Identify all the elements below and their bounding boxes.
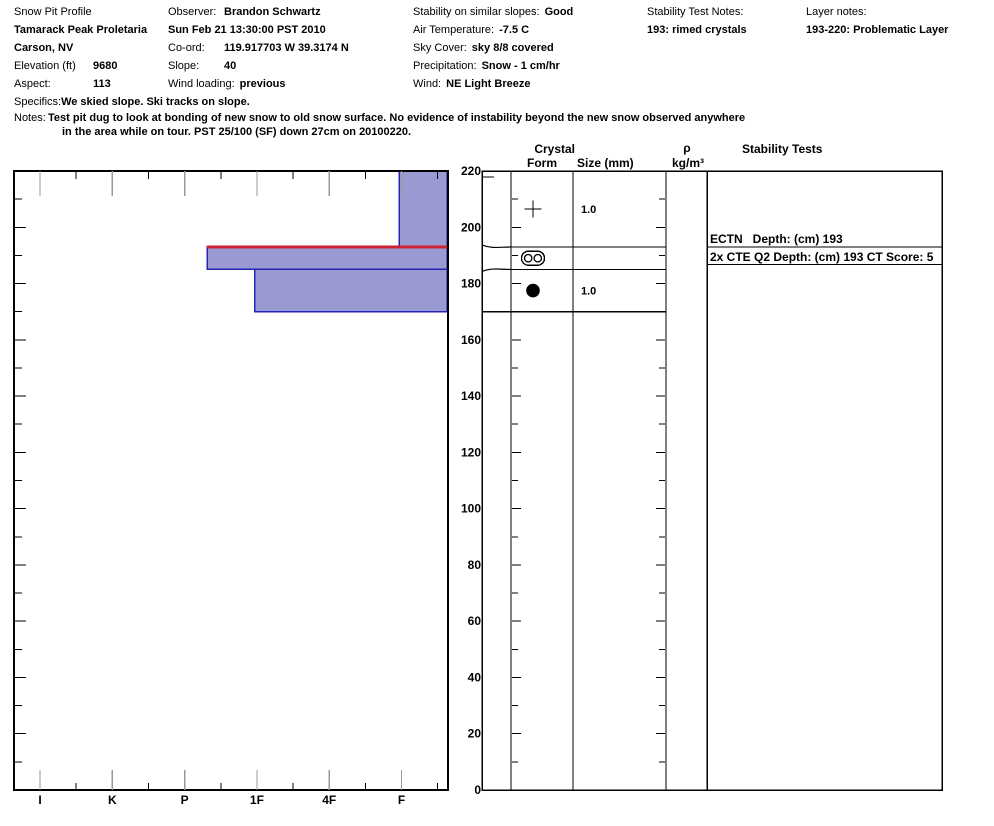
- aspect-row: Aspect: 113: [14, 78, 111, 91]
- rimed-cluster-icon: [523, 253, 533, 263]
- stability-column-box: [706, 170, 943, 791]
- wind-label: Wind:: [413, 78, 442, 90]
- rimed-cluster-icon: [533, 253, 543, 263]
- slope-value: 40: [224, 60, 237, 72]
- specifics-value: We skied slope. Ski tracks on slope.: [61, 96, 250, 108]
- density-symbol-header: ρ: [683, 141, 690, 155]
- notes-line1: Test pit dug to look at bonding of new s…: [48, 112, 746, 124]
- specifics-row: Specifics:We skied slope. Ski tracks on …: [14, 96, 250, 109]
- depth-label: 200: [461, 220, 481, 234]
- air-temp-row: Air Temperature: -7.5 C: [413, 24, 529, 37]
- depth-label: 140: [461, 389, 481, 403]
- wind-loading-label: Wind loading:: [168, 78, 235, 90]
- observer-value: Brandon Schwartz: [224, 6, 321, 18]
- hardness-bar: [398, 170, 448, 248]
- observer-label: Observer:: [168, 6, 217, 18]
- hardness-chart-frame: I K P 1F 4F F: [13, 170, 449, 807]
- depth-label: 220: [461, 164, 481, 178]
- elevation-value: 9680: [93, 60, 118, 72]
- depth-label: 120: [461, 445, 481, 459]
- specifics-label: Specifics:: [14, 96, 62, 108]
- coord-row: Co-ord: 119.917703 W 39.3174 N: [168, 42, 349, 55]
- layer-boundary-curve: [481, 268, 512, 273]
- slope-row: Slope: 40: [168, 60, 236, 73]
- wind-loading-row: Wind loading: previous: [168, 78, 286, 91]
- layer-notes-label: Layer notes:: [806, 6, 867, 18]
- site-name: Tamarack Peak Proletaria: [14, 24, 148, 36]
- form-header: Form: [527, 156, 557, 170]
- stability-slopes-row: Stability on similar slopes: Good: [413, 6, 573, 19]
- crystal-columns: 1.0 1.0: [481, 170, 708, 791]
- depth-label: 0: [474, 783, 481, 797]
- precipitation-label: Precipitation:: [413, 60, 477, 72]
- hardness-bar: [206, 246, 448, 271]
- observer-row: Observer: Brandon Schwartz: [168, 6, 321, 19]
- report-title: Snow Pit Profile: [14, 6, 92, 18]
- depth-label: 40: [468, 670, 482, 684]
- hardness-bar: [253, 268, 448, 313]
- wind-loading-value: previous: [239, 78, 286, 90]
- stability-test-text: ECTN Depth: (cm) 193: [710, 232, 843, 246]
- layer-notes-value: 193-220: Problematic Layer: [806, 24, 949, 36]
- coord-label: Co-ord:: [168, 42, 205, 54]
- rimed-cluster-icon: [520, 250, 546, 266]
- hardness-category-label: K: [108, 793, 117, 807]
- elevation-row: Elevation (ft) 9680: [14, 60, 117, 73]
- hardness-bars: [206, 170, 448, 313]
- chart-border: [13, 170, 449, 791]
- slope-label: Slope:: [168, 60, 200, 72]
- aspect-label: Aspect:: [14, 78, 51, 90]
- stability-test-notes-value: 193: rimed crystals: [647, 24, 747, 36]
- stability-tests-column: ECTN Depth: (cm) 193 2x CTE Q2 Depth: (cm…: [706, 170, 943, 791]
- layer-boundary-curve: [481, 244, 512, 249]
- depth-label: 20: [468, 727, 482, 741]
- hardness-category-label: F: [398, 793, 405, 807]
- depth-label: 60: [468, 614, 482, 628]
- air-temp-value: -7.5 C: [499, 24, 530, 36]
- grain-size-value: 1.0: [581, 204, 596, 216]
- depth-label: 160: [461, 333, 481, 347]
- crystal-header: Crystal: [534, 142, 575, 156]
- hardness-category-label: 1F: [250, 793, 264, 807]
- sky-cover-label: Sky Cover:: [413, 42, 467, 54]
- elevation-label: Elevation (ft): [14, 60, 76, 72]
- sky-cover-value: sky 8/8 covered: [471, 42, 554, 54]
- depth-axis-labels: 0 20 40 60 80 100 120 140 160 180 200 220: [461, 164, 481, 797]
- notes-line2: in the area while on tour. PST 25/100 (S…: [62, 126, 412, 138]
- wind-row: Wind: NE Light Breeze: [413, 78, 530, 91]
- hardness-category-label: I: [38, 793, 41, 807]
- stability-test-text: 2x CTE Q2 Depth: (cm) 193 CT Score: 5: [710, 250, 934, 264]
- wind-value: NE Light Breeze: [446, 78, 531, 90]
- stability-tests-header: Stability Tests: [742, 142, 823, 156]
- stability-test-notes-label: Stability Test Notes:: [647, 6, 744, 18]
- depth-label: 100: [461, 502, 481, 516]
- hardness-category-label: 4F: [322, 793, 336, 807]
- site-location: Carson, NV: [14, 42, 74, 54]
- aspect-value: 113: [93, 78, 111, 90]
- density-unit-header: kg/m³: [672, 156, 704, 170]
- depth-label: 180: [461, 277, 481, 291]
- grain-size-value: 1.0: [581, 286, 596, 298]
- stability-slopes-label: Stability on similar slopes:: [413, 6, 540, 18]
- air-temp-label: Air Temperature:: [413, 24, 495, 36]
- notes-label: Notes:: [14, 112, 46, 124]
- observation-datetime: Sun Feb 21 13:30:00 PST 2010: [168, 24, 326, 36]
- stability-slopes-value: Good: [544, 6, 574, 18]
- sky-cover-row: Sky Cover: sky 8/8 covered: [413, 42, 554, 55]
- hardness-category-label: P: [181, 793, 189, 807]
- precipitation-value: Snow - 1 cm/hr: [481, 60, 560, 72]
- precipitation-row: Precipitation: Snow - 1 cm/hr: [413, 60, 560, 73]
- coord-value: 119.917703 W 39.3174 N: [224, 42, 349, 54]
- depth-label: 80: [468, 558, 482, 572]
- round-grain-icon: [526, 283, 540, 298]
- size-header: Size (mm): [577, 156, 634, 170]
